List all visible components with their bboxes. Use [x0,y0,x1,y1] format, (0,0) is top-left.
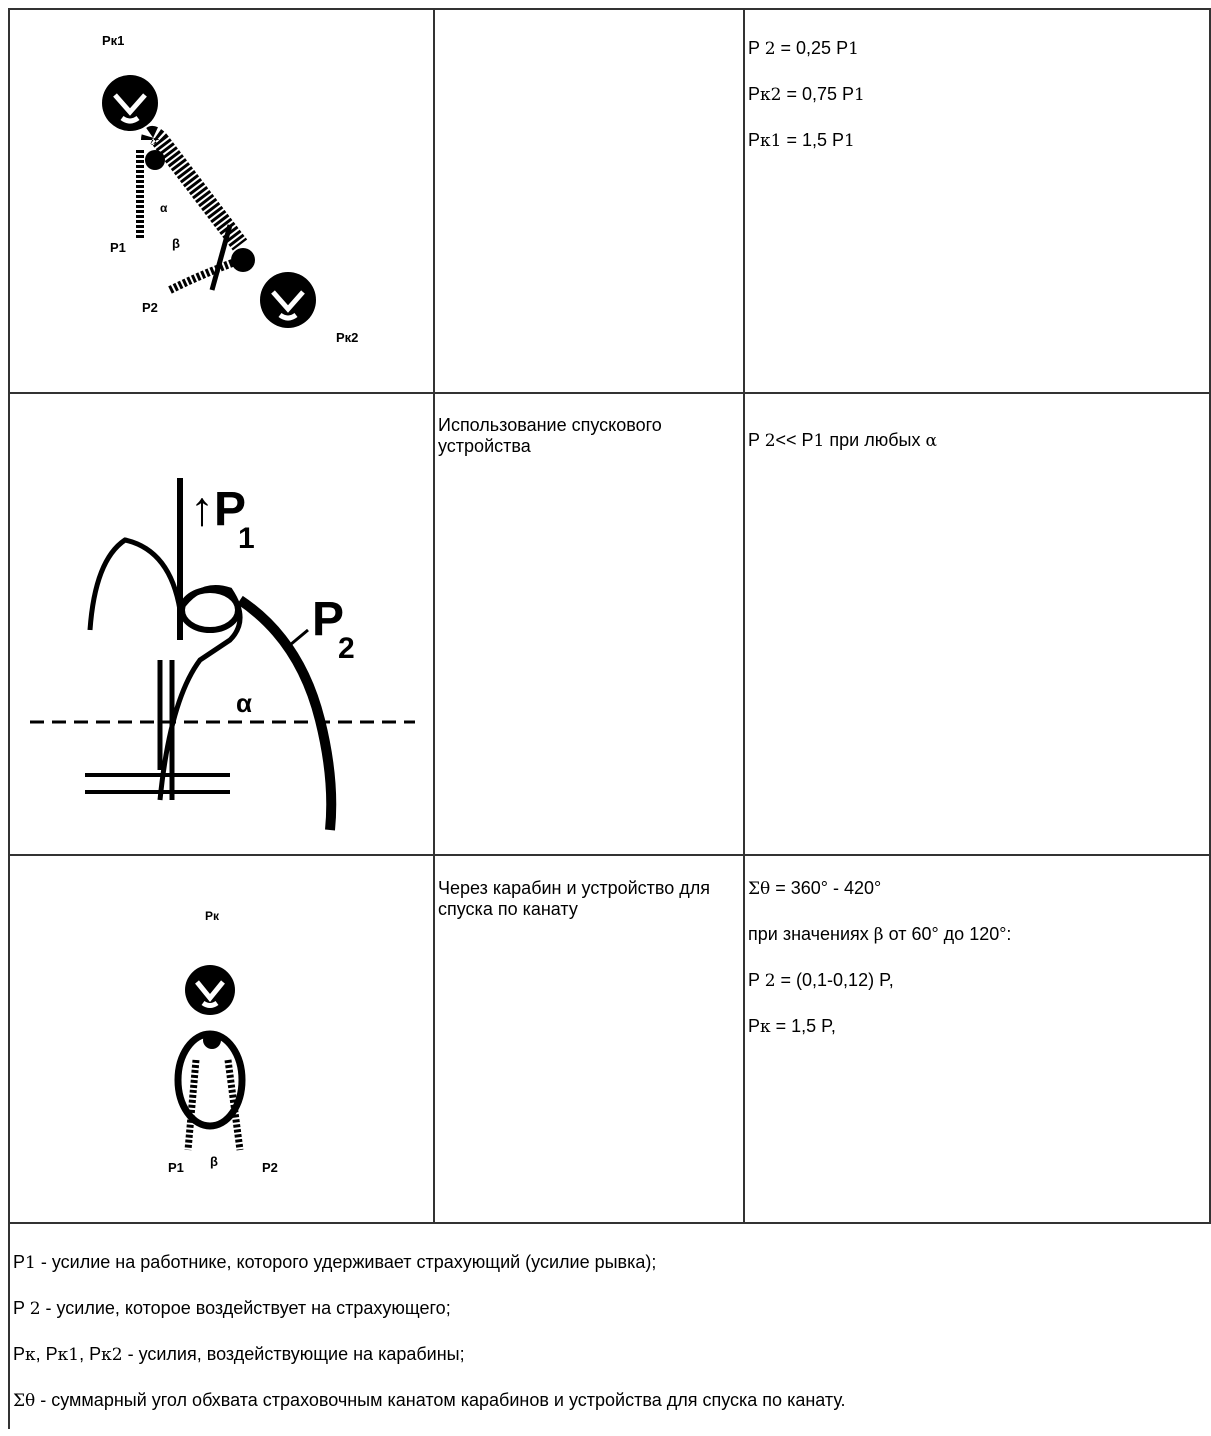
text: - усилие, которое воздействует на страху… [40,1298,451,1318]
description: Использование спускового устройства [438,415,662,456]
text: при значениях [748,924,874,944]
symbol: 2 [764,431,776,451]
legend-line: Pк, Pк1, Pк2 - усилия, воздействующие на… [13,1344,846,1390]
formula-line: при значениях β от 60° до 120°: [748,924,1011,970]
figure-label: Pк2 [336,330,358,345]
text: P [13,1344,26,1364]
formula-line: P 2 = (0,1-0,12) P, [748,970,1011,1016]
symbol: 2 [29,1299,41,1319]
text: P [13,1298,30,1318]
figure-label: β [172,236,180,251]
figure-3: Pк P1 β P2 [168,909,278,1175]
text: = 1,5 P, [770,1016,836,1036]
text: = 0,75 P [781,84,855,104]
symbol: к2 [760,85,782,105]
figure-2: ↑P 1 P 2 α [30,478,415,831]
symbol: 1 [854,85,865,105]
figure-label: P1 [110,240,126,255]
symbol: 2 [764,971,776,991]
legend-line: P1 - усилие на работнике, которого удерж… [13,1252,846,1298]
figure-label: P1 [168,1160,184,1175]
symbol: 1 [844,131,855,151]
description: Через карабин и устройство для спуска по… [438,878,711,919]
figure-label: α [236,688,252,718]
symbol: к [25,1345,36,1365]
figure-label: P2 [142,300,158,315]
figure-label: ↑P [190,483,246,536]
text: << P [775,430,814,450]
formula-line: P 2<< P1 при любых α [748,430,937,476]
figure-label: P [312,593,344,646]
text: при любых [824,430,926,450]
figure-1: Pк1 α P1 β P2 Pк2 [102,33,358,345]
symbol: 1 [848,39,859,59]
symbol: β [873,925,884,945]
symbol: α [925,431,937,451]
legend-line: P 2 - усилие, которое воздействует на ст… [13,1298,846,1344]
text: от 60° до 120°: [883,924,1012,944]
figure-label: 1 [238,522,255,555]
symbol: 2 [764,39,776,59]
symbol: к1 [57,1345,80,1365]
figure-label: α [160,201,168,215]
text: , P [35,1344,58,1364]
text: = 360° - 420° [770,878,882,898]
symbol: к1 [760,131,782,151]
formula-line: Σθ = 360° - 420° [748,878,1011,924]
text: P [13,1252,26,1272]
text: P [748,970,765,990]
text: - усилие на работнике, которого удержива… [35,1252,657,1272]
text: P [748,84,761,104]
figure-label: 2 [338,632,355,665]
figure-label: P2 [262,1160,278,1175]
text: P [748,38,765,58]
symbol: 1 [25,1253,36,1273]
symbol: 1 [813,431,825,451]
text: P [748,430,765,450]
formula-line: Pк1 = 1,5 P1 [748,130,865,176]
text: - усилия, воздействующие на карабины; [122,1344,465,1364]
formula-line: Pк = 1,5 P, [748,1016,1011,1062]
text: , P [79,1344,102,1364]
figure-label: Pк1 [102,33,124,48]
figure-label: β [210,1154,218,1169]
legend-line: Σθ - суммарный угол обхвата страховочным… [13,1390,846,1436]
text: = 1,5 P [781,130,845,150]
text: - суммарный угол обхвата страховочным ка… [35,1390,846,1410]
symbol: к2 [101,1345,123,1365]
text: = 0,25 P [775,38,849,58]
symbol: Σθ [748,879,771,899]
symbol: Σθ [13,1391,36,1411]
text: P [748,1016,761,1036]
formula-line: Pк2 = 0,75 P1 [748,84,865,130]
text: = (0,1-0,12) P, [775,970,894,990]
formula-line: P 2 = 0,25 P1 [748,38,865,84]
figure-label: Pк [205,909,220,923]
text: P [748,130,761,150]
symbol: к [760,1017,771,1037]
